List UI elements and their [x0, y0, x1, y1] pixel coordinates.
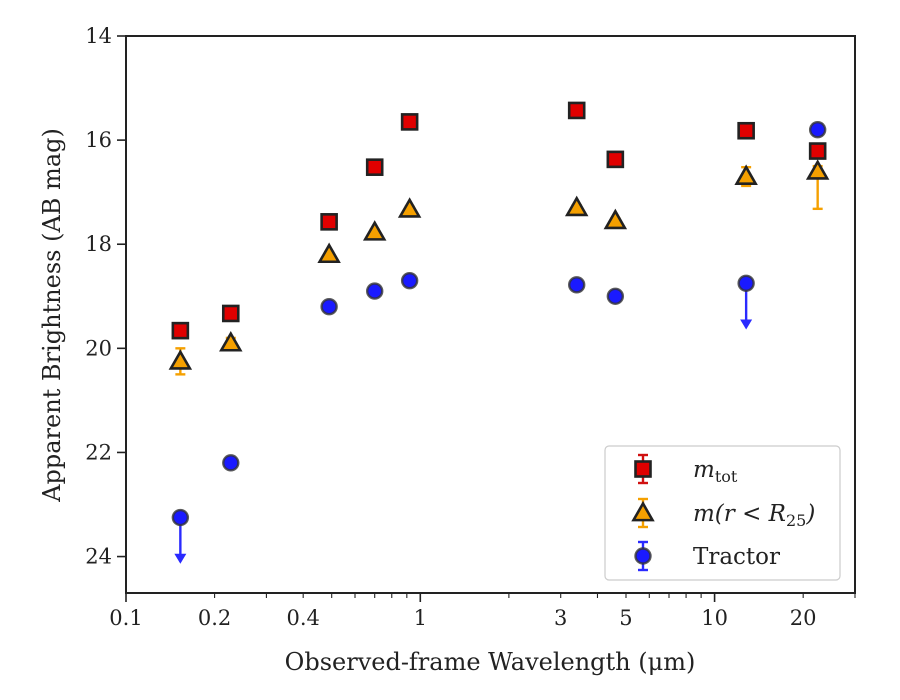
data-point-triangle — [317, 242, 341, 264]
x-tick-label: 1 — [414, 606, 427, 630]
data-point-triangle — [603, 208, 628, 230]
data-point-square — [171, 321, 190, 340]
data-point-triangle — [734, 164, 758, 185]
data-point-triangle — [805, 159, 830, 180]
data-point-circle — [606, 287, 625, 305]
y-tick-label: 20 — [85, 336, 112, 360]
y-tick-label: 22 — [85, 440, 112, 464]
data-point-triangle — [362, 220, 387, 241]
legend-marker-triangle — [631, 500, 655, 522]
legend-marker-square — [634, 460, 652, 478]
data-point-square — [320, 213, 338, 231]
x-axis-label: Observed-frame Wavelength (μm) — [285, 648, 696, 676]
data-point-square — [808, 142, 827, 160]
data-point-circle — [320, 297, 338, 316]
data-point-triangle — [168, 349, 193, 370]
x-axis: 0.1 0.2 0.4 1 3 5 10 20 — [109, 593, 856, 630]
y-tick-label: 14 — [85, 24, 112, 48]
x-tick-label: 0.2 — [198, 606, 231, 630]
y-tick-label: 16 — [85, 128, 112, 152]
data-point-circle — [400, 271, 419, 290]
legend-label: Tractor — [693, 544, 780, 570]
y-axis-label: Apparent Brightness (AB mag) — [38, 128, 66, 503]
upper-limit-arrow-head — [740, 319, 753, 330]
upper-limit-arrow-head — [174, 553, 187, 564]
legend-label: m(r < R25) — [693, 501, 815, 530]
x-tick-label: 3 — [554, 606, 567, 630]
data-point-triangle — [219, 331, 243, 352]
x-tick-label: 0.1 — [109, 606, 142, 630]
data-point-circle — [568, 276, 586, 294]
y-tick-label: 18 — [85, 232, 112, 256]
data-point-square — [221, 304, 240, 323]
y-axis: 14 16 18 20 22 24 — [85, 24, 126, 569]
data-point-square — [365, 158, 384, 176]
x-tick-label: 10 — [701, 606, 728, 630]
data-point-triangle — [564, 195, 589, 217]
series-square — [171, 101, 827, 340]
legend-marker-circle — [634, 547, 652, 565]
legend-frame — [604, 445, 841, 581]
data-point-circle — [808, 121, 827, 139]
plot-frame — [125, 35, 856, 594]
data-point-square — [567, 101, 586, 120]
legend: mtot m(r < R25) Tractor — [604, 445, 841, 581]
series-triangle — [168, 159, 830, 376]
data-marks — [168, 101, 830, 564]
plot-area — [125, 35, 856, 594]
x-tick-label: 20 — [790, 606, 817, 630]
x-tick-label: 0.4 — [286, 606, 319, 630]
series-circle — [171, 121, 827, 564]
data-point-circle — [737, 274, 755, 292]
x-tick-label: 5 — [619, 606, 632, 630]
data-point-square — [400, 113, 419, 131]
data-point-circle — [171, 508, 190, 527]
legend-label: mtot — [693, 457, 738, 486]
data-point-triangle — [397, 197, 422, 218]
data-point-square — [737, 121, 755, 140]
data-point-square — [606, 150, 625, 169]
data-point-circle — [366, 282, 384, 300]
data-point-circle — [222, 454, 240, 472]
y-tick-label: 24 — [85, 545, 112, 569]
